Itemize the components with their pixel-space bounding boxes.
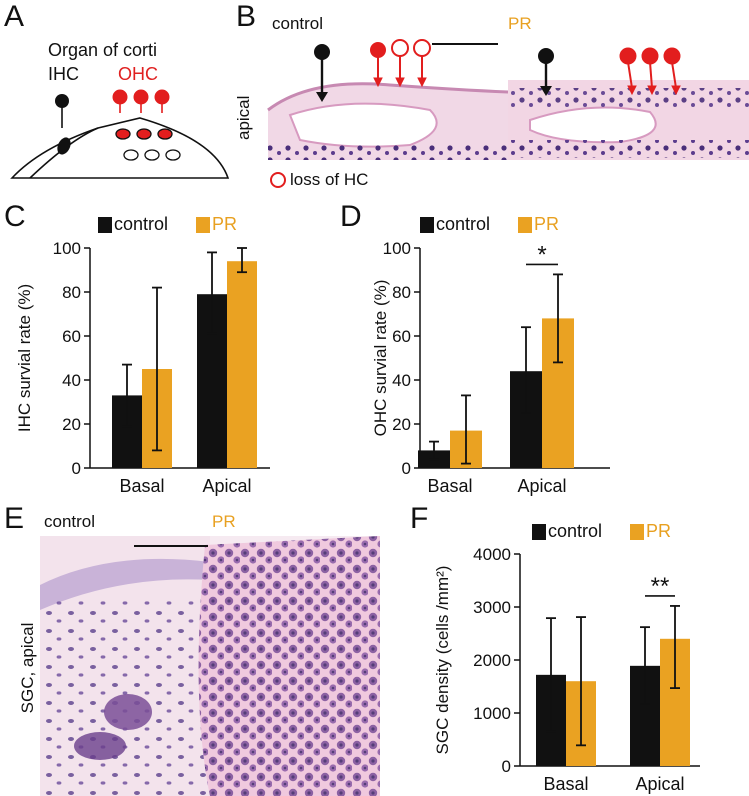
c-y-tick-label: 60 xyxy=(62,327,81,346)
d-legend-pr-swatch xyxy=(518,217,532,233)
d-y-label: OHC survial rate (%) xyxy=(371,280,390,437)
c-x-tick-label: Basal xyxy=(119,476,164,496)
panel-a: A Organ of corti IHC OHC xyxy=(0,0,240,190)
c-y-tick-label: 40 xyxy=(62,371,81,390)
chart-f: 0 1000 2000 3000 4000 SGC density (cells /mm²… xyxy=(433,545,700,794)
d-significance-label: * xyxy=(537,241,546,268)
c-y-tick-label: 100 xyxy=(53,239,81,258)
e-pr-label: PR xyxy=(212,512,236,531)
f-y-tick-label: 3000 xyxy=(473,598,511,617)
f-y-tick-label: 0 xyxy=(502,757,511,776)
organ-of-corti-title: Organ of corti xyxy=(48,40,158,60)
c-legend-pr-label: PR xyxy=(212,214,238,234)
f-significance-label: ** xyxy=(651,573,670,600)
d-legend-control-swatch xyxy=(420,217,434,233)
ihc-label: IHC xyxy=(48,64,79,84)
c-x-tick-label: Apical xyxy=(202,476,251,496)
f-y-tick-label: 1000 xyxy=(473,704,511,723)
c-y-label: IHC survial rate (%) xyxy=(15,284,34,432)
d-legend-control-label: control xyxy=(436,214,491,234)
c-y-tick-label: 20 xyxy=(62,415,81,434)
d-x-tick-label: Basal xyxy=(427,476,472,496)
panel-label-d: D xyxy=(340,200,362,233)
ohc-label: OHC xyxy=(118,64,158,84)
c-bar-pr-apical xyxy=(227,261,257,468)
b-control-label: control xyxy=(272,14,324,33)
d-x-tick-label: Apical xyxy=(517,476,566,496)
panel-d: D control PR 0 20 40 60 80 100 OHC survial rat… xyxy=(340,200,749,500)
panel-label-b: B xyxy=(236,0,257,33)
d-y-tick-label: 0 xyxy=(402,459,411,478)
f-y-tick-label: 4000 xyxy=(473,545,511,564)
f-legend-control-swatch xyxy=(532,524,546,540)
d-y-tick-label: 80 xyxy=(392,283,411,302)
c-y-tick-label: 80 xyxy=(62,283,81,302)
e-micrograph xyxy=(40,536,380,796)
chart-c: 0 20 40 60 80 100 IHC survial rate (%) Basal Api… xyxy=(15,239,270,496)
f-x-tick-label: Apical xyxy=(635,774,684,794)
b-micrograph xyxy=(267,39,749,188)
f-y-label: SGC density (cells /mm²) xyxy=(433,566,452,755)
c-legend-pr-swatch xyxy=(196,217,210,233)
f-plot: 0 1000 2000 3000 4000 SGC density (cells /mm²… xyxy=(433,545,700,794)
f-legend-control-label: control xyxy=(548,521,603,541)
c-legend-control-label: control xyxy=(114,214,169,234)
d-legend-pr-label: PR xyxy=(534,214,560,234)
panel-c: C control PR 0 20 40 60 80 100 IHC survial rat… xyxy=(0,200,320,500)
f-legend-pr-swatch xyxy=(630,524,644,540)
chart-d: 0 20 40 60 80 100 OHC survial rate (%) Basal Api… xyxy=(371,239,610,496)
d-y-tick-label: 60 xyxy=(392,327,411,346)
f-legend-pr-label: PR xyxy=(646,521,672,541)
panel-e: E control PR SGC, apical xyxy=(0,500,380,796)
panel-label-e: E xyxy=(4,502,25,535)
c-plot: 0 20 40 60 80 100 IHC survial rate (%) Basal Api… xyxy=(15,239,270,496)
d-y-tick-label: 100 xyxy=(383,239,411,258)
panel-label-f: F xyxy=(410,502,429,535)
f-x-tick-label: Basal xyxy=(543,774,588,794)
panel-b: B control PR apical loss of HC xyxy=(230,0,749,200)
e-control-label: control xyxy=(44,512,96,531)
panel-label-a: A xyxy=(4,0,25,33)
panel-label-c: C xyxy=(4,200,26,233)
b-loss-legend: loss of HC xyxy=(290,170,369,189)
c-y-tick-label: 0 xyxy=(72,459,81,478)
d-plot: 0 20 40 60 80 100 OHC survial rate (%) Basal Api… xyxy=(371,239,610,496)
panel-f: F control PR 0 1000 2000 3000 4000 SGC densit… xyxy=(380,500,749,796)
organ-of-corti-diagram xyxy=(10,89,230,179)
c-legend-control-swatch xyxy=(98,217,112,233)
f-y-tick-label: 2000 xyxy=(473,651,511,670)
d-y-tick-label: 40 xyxy=(392,371,411,390)
d-y-tick-label: 20 xyxy=(392,415,411,434)
b-pr-label: PR xyxy=(508,14,532,33)
